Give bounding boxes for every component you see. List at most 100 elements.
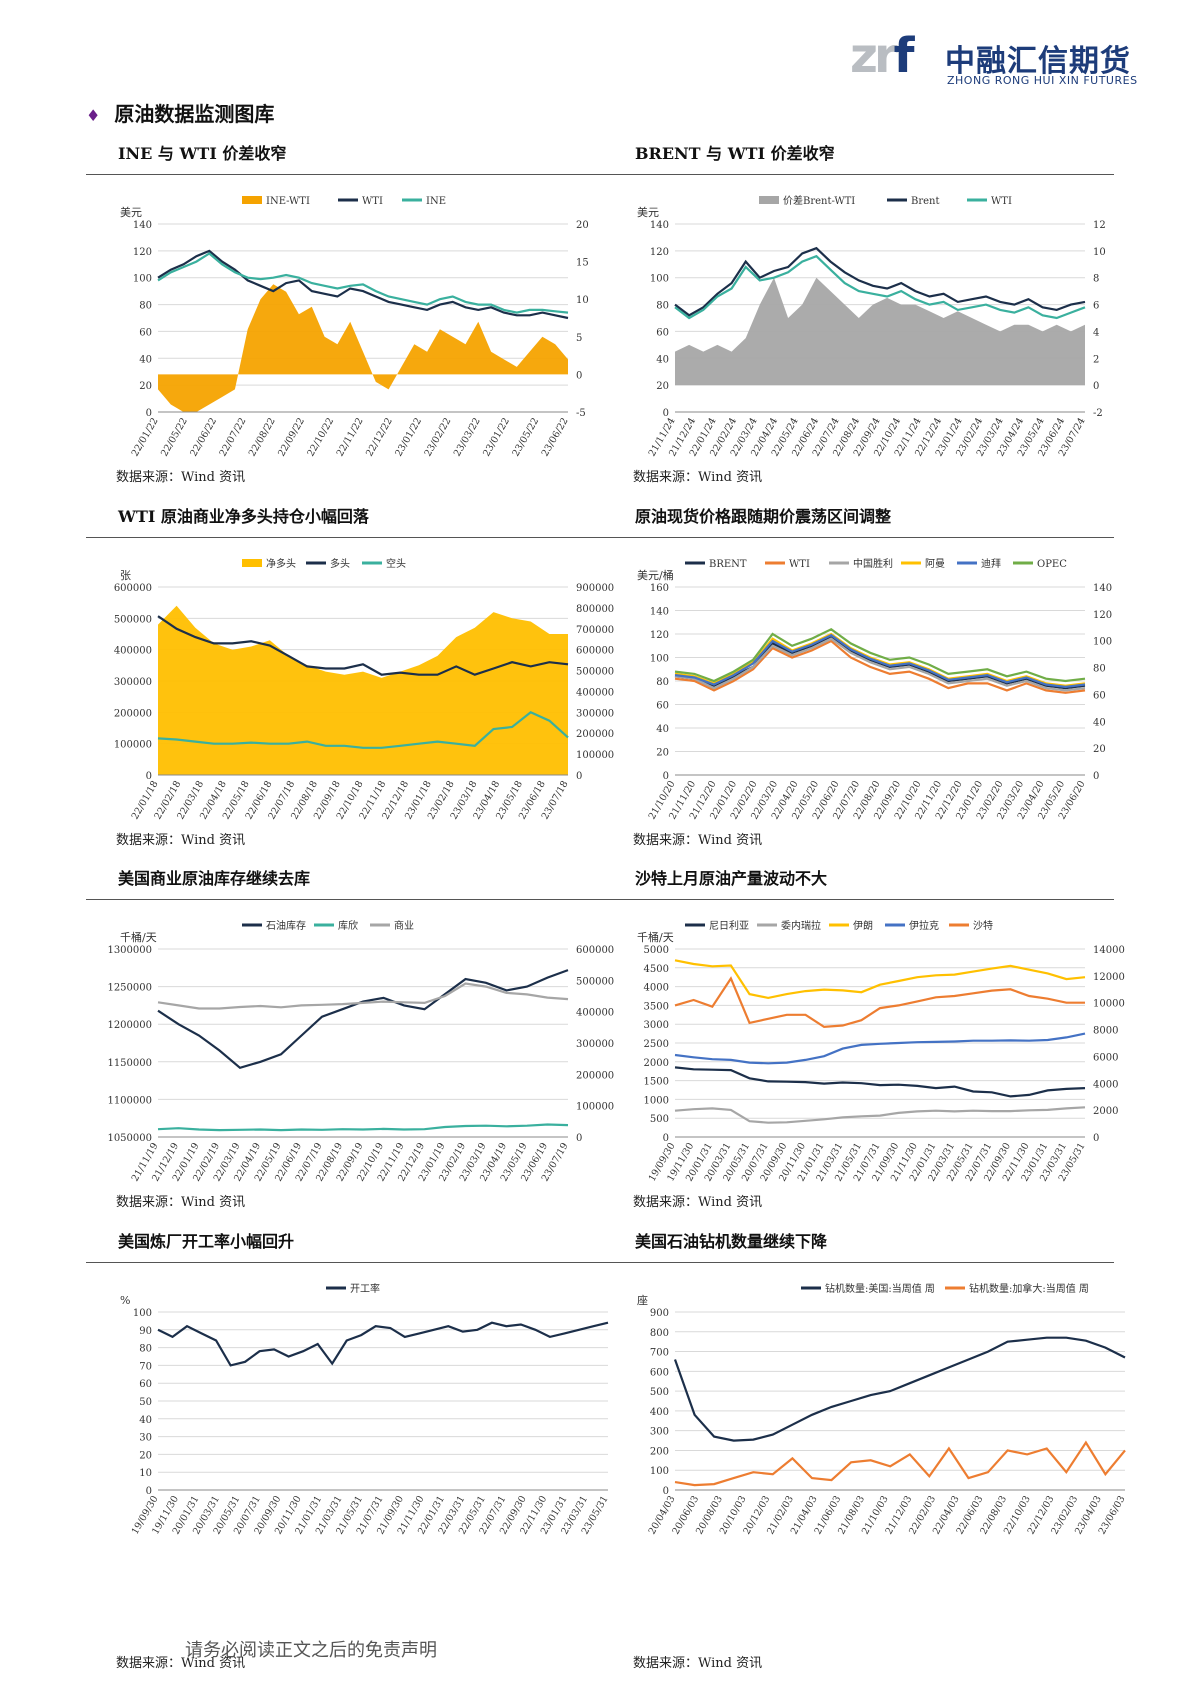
y-tick-label: 80 (139, 1344, 152, 1355)
legend-entry: 多头 (330, 557, 350, 570)
legend-entry: OPEC (1037, 559, 1067, 570)
legend-entry: INE (426, 196, 446, 207)
y-axis-unit: 美元/桶 (637, 568, 674, 582)
y2-tick-label: 100 (1093, 637, 1112, 648)
series-line (157, 1321, 609, 1367)
y-axis-unit: 座 (637, 1293, 648, 1307)
y2-tick-label: 4 (1093, 327, 1099, 338)
y2-tick-label: 10 (576, 295, 589, 306)
data-source-note: 数据来源：Wind 资讯 (116, 833, 246, 848)
y-axis-unit: 千桶/天 (637, 930, 674, 944)
y-tick-label: 1250000 (108, 983, 152, 994)
y-tick-label: 100 (133, 1308, 152, 1319)
chart-title-1: INE 与 WTI 价差收窄 (118, 144, 287, 163)
y-tick-label: 500 (650, 1114, 669, 1125)
y2-tick-label: 6 (1093, 301, 1099, 312)
y-tick-label: 60 (656, 701, 669, 712)
y2-tick-label: 800000 (576, 604, 614, 615)
y-tick-label: 80 (656, 677, 669, 688)
y-tick-label: 1200000 (108, 1020, 152, 1031)
y-tick-label: 20 (656, 381, 669, 392)
data-source-note: 数据来源：Wind 资讯 (116, 1195, 246, 1210)
chart-title-6: 沙特上月原油产量波动不大 (635, 869, 828, 888)
y-tick-label: 400 (650, 1407, 669, 1418)
y2-tick-label: 200000 (576, 729, 614, 740)
y-tick-label: 50 (139, 1397, 152, 1408)
legend-entry: 钻机数量:加拿大:当周值 周 (969, 1282, 1089, 1295)
series-line (157, 969, 569, 1070)
legend-entry: 伊拉克 (909, 919, 939, 932)
y2-tick-label: 300000 (576, 1039, 614, 1050)
y-tick-label: 140 (133, 220, 152, 231)
y-tick-label: 20 (139, 381, 152, 392)
y2-tick-label: 40 (1093, 717, 1106, 728)
y2-tick-label: 20 (1093, 744, 1106, 755)
y-tick-label: 10 (139, 1468, 152, 1479)
series-line (674, 633, 1086, 689)
y2-tick-label: 200000 (576, 1070, 614, 1081)
chart-7: 开工率%010203040506070809010019/09/3019/11/… (120, 1282, 611, 1536)
disclaimer-footer: 请务必阅读正文之后的免责声明 (185, 1640, 437, 1661)
chart-title-8: 美国石油钻机数量继续下降 (635, 1232, 828, 1251)
y2-tick-label: 6000 (1093, 1052, 1118, 1063)
data-source-note: 数据来源：Wind 资讯 (633, 1656, 763, 1671)
y-tick-label: 0 (146, 408, 152, 419)
y-tick-label: 500 (650, 1387, 669, 1398)
legend-entry: 阿曼 (925, 558, 945, 570)
y-tick-label: 100000 (114, 740, 152, 751)
y-tick-label: 80 (139, 301, 152, 312)
x-tick-label: 22/07/22 (218, 416, 249, 458)
series-line (674, 246, 1086, 317)
legend-entry: 价差Brent-WTI (783, 194, 855, 207)
y2-tick-label: -5 (576, 408, 586, 419)
y2-tick-label: 14000 (1093, 945, 1125, 956)
y2-tick-label: 100000 (576, 750, 614, 761)
y-tick-label: 120 (650, 630, 669, 641)
chart-legend: 开工率 (326, 1282, 380, 1295)
chart-title-5: 美国商业原油库存继续去库 (118, 869, 311, 888)
legend-entry: WTI (991, 196, 1012, 207)
y2-tick-label: 600000 (576, 646, 614, 657)
legend-entry: 商业 (394, 919, 414, 932)
chart-2: 价差Brent-WTI Brent WTI美元020406080100120140-… (637, 194, 1106, 458)
y-tick-label: 60 (656, 327, 669, 338)
y-tick-label: 40 (139, 1415, 152, 1426)
chart-8: 钻机数量:美国:当周值 周 钻机数量:加拿大:当周值 周座 0 100 200 300 40… (637, 1282, 1128, 1536)
chart-legend: 钻机数量:美国:当周值 周 钻机数量:加拿大:当周值 周 (801, 1282, 1089, 1295)
y2-tick-label: 120 (1093, 610, 1112, 621)
chart-legend: INE-WTI WTI INE (242, 196, 446, 207)
legend-entry: 钻机数量:美国:当周值 周 (825, 1282, 935, 1295)
chart-legend: BRENT WTI 中国胜利 阿曼 迪拜 OPEC (685, 557, 1067, 570)
y2-tick-label: 600000 (576, 945, 614, 956)
chart-legend: 尼日利亚 委内瑞拉 伊朗 伊拉克 沙特 (685, 919, 993, 932)
y-tick-label: 40 (139, 354, 152, 365)
y-tick-label: 1050000 (108, 1133, 152, 1144)
y-tick-label: 90 (139, 1326, 152, 1337)
y2-tick-label: 140 (1093, 583, 1112, 594)
y-tick-label: 60 (139, 327, 152, 338)
legend-entry: 中国胜利 (853, 557, 893, 570)
y2-tick-label: 12000 (1093, 972, 1125, 983)
y2-tick-label: 20 (576, 220, 589, 231)
legend-entry: WTI (789, 559, 810, 570)
y-tick-label: 2500 (644, 1039, 669, 1050)
title-separator (600, 1262, 1114, 1263)
y2-tick-label: 15 (576, 258, 589, 269)
legend-swatch (242, 559, 262, 567)
legend-entry: 空头 (386, 557, 406, 570)
y2-tick-label: -2 (1093, 408, 1103, 419)
y2-tick-label: 700000 (576, 625, 614, 636)
x-tick-label: 23/03/22 (452, 416, 483, 458)
y-tick-label: 0 (663, 1133, 669, 1144)
chart-title-7: 美国炼厂开工率小幅回升 (118, 1232, 295, 1251)
y2-tick-label: 300000 (576, 708, 614, 719)
y-tick-label: 1000 (644, 1095, 669, 1106)
series-line (674, 976, 1085, 1029)
y2-tick-label: 10000 (1093, 999, 1125, 1010)
series-line (674, 639, 1086, 694)
chart-legend: 价差Brent-WTI Brent WTI (759, 194, 1012, 207)
data-source-note: 数据来源：Wind 资讯 (116, 470, 246, 485)
y2-tick-label: 5 (576, 333, 582, 344)
x-tick-label: 22/08/22 (247, 416, 278, 458)
